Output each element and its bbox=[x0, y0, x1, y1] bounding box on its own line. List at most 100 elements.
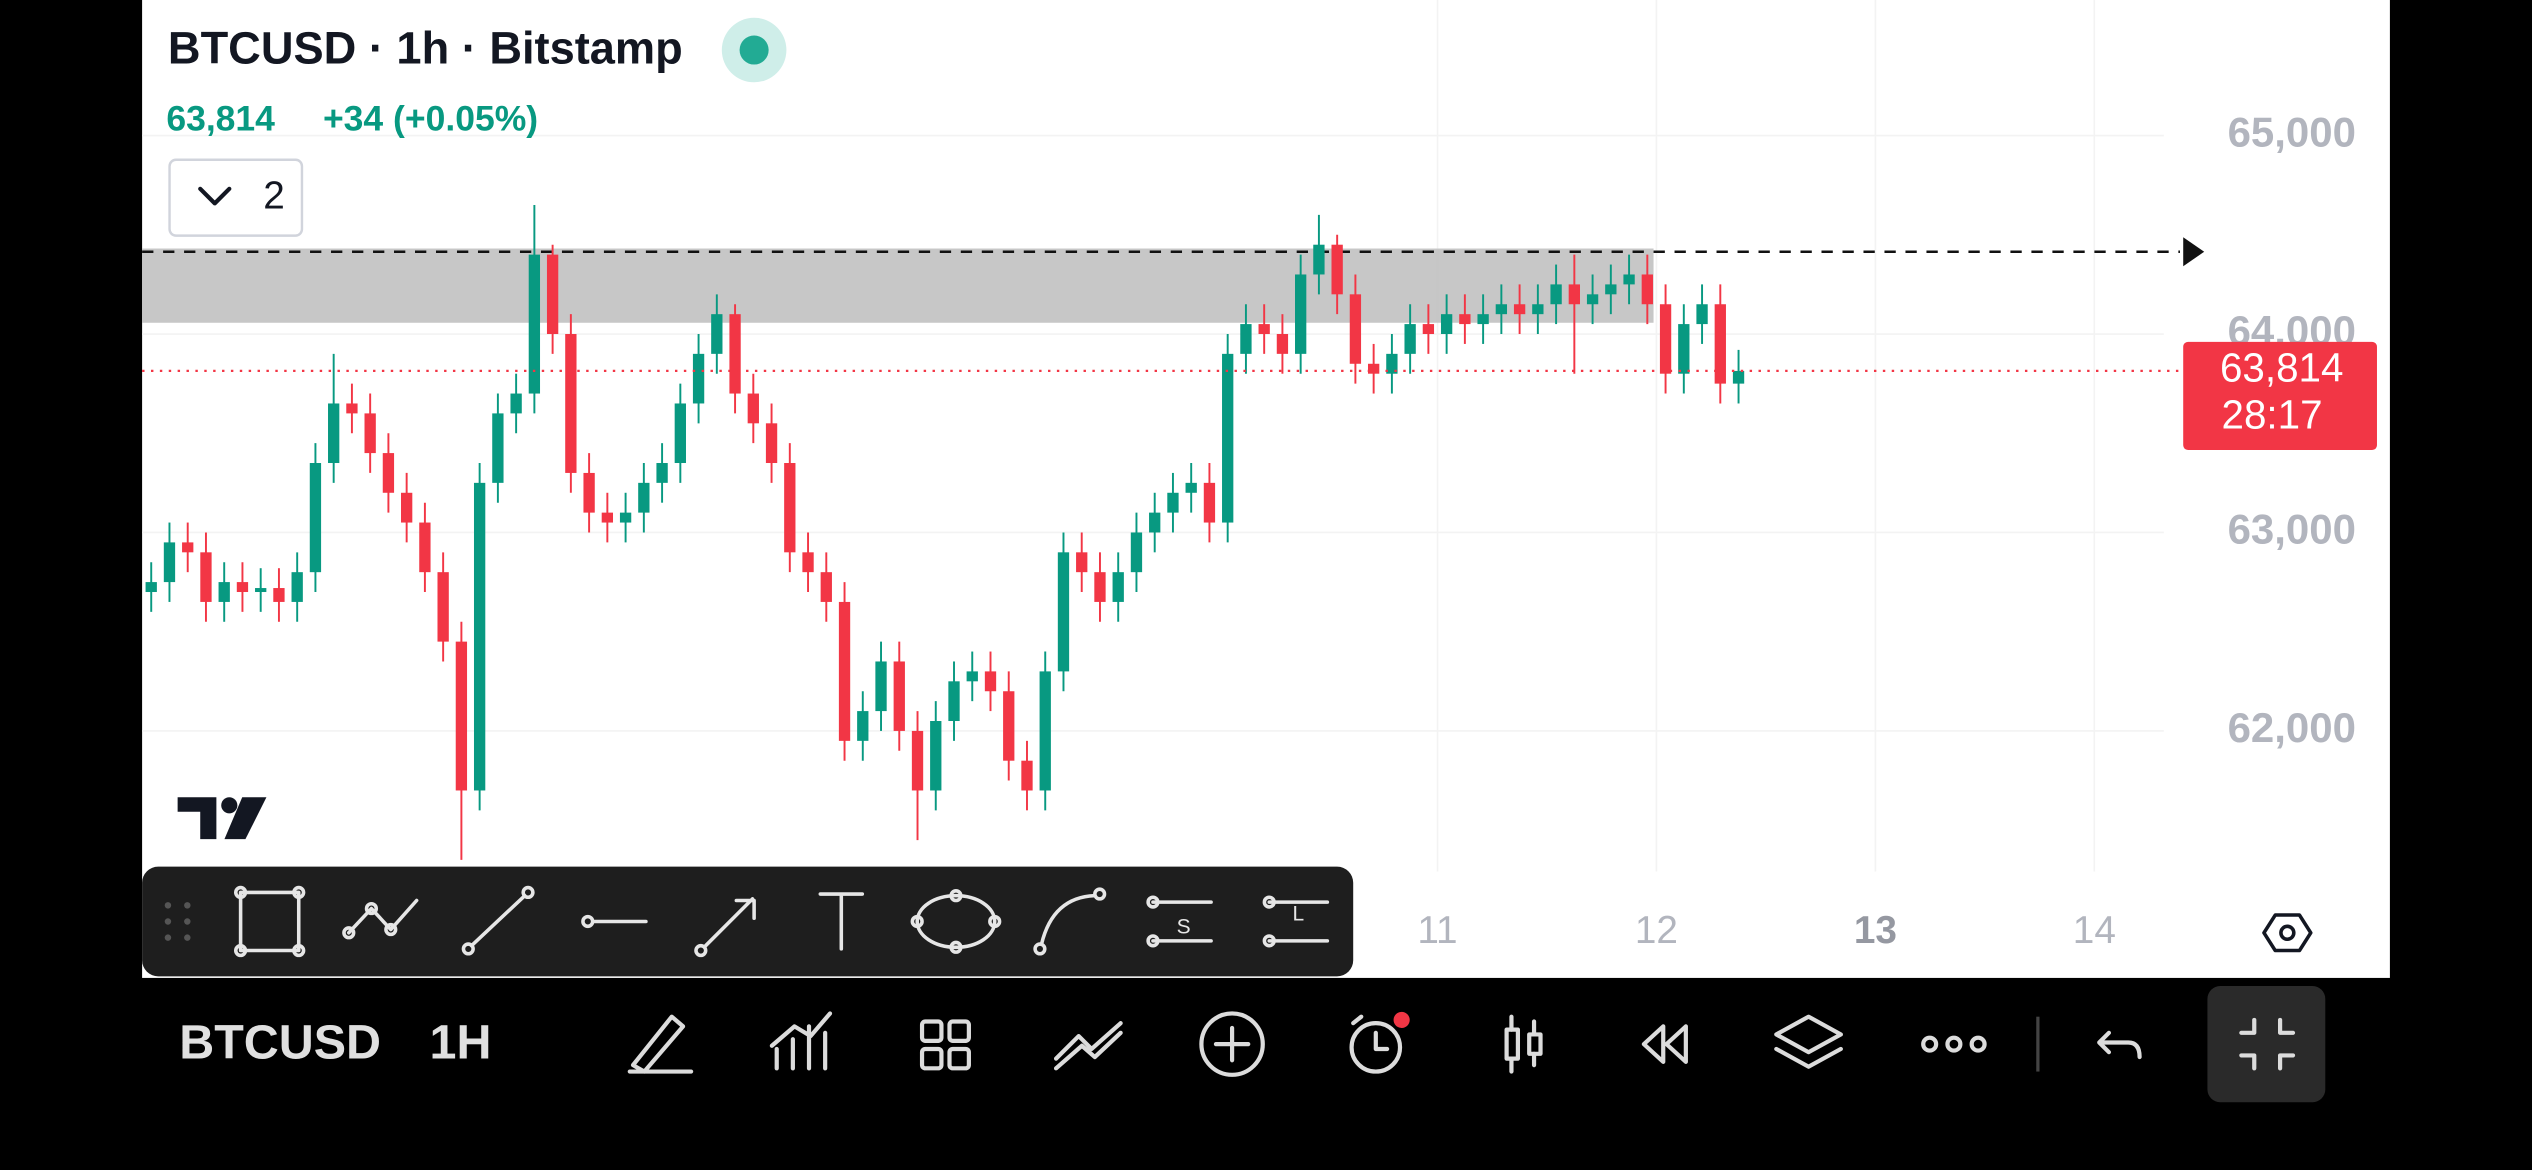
fullscreen-button[interactable] bbox=[2207, 986, 2326, 1103]
candle-body bbox=[492, 413, 504, 483]
path-tool[interactable] bbox=[342, 898, 419, 940]
candle-body bbox=[1039, 671, 1051, 791]
undo-icon[interactable] bbox=[2097, 1030, 2142, 1060]
candle-body bbox=[400, 492, 413, 523]
draw-icon[interactable] bbox=[627, 1014, 694, 1074]
chart-pane bbox=[142, 0, 2390, 978]
horizontal-line-tool[interactable] bbox=[581, 914, 648, 929]
candle-body bbox=[455, 641, 468, 791]
curve-tool[interactable] bbox=[1033, 887, 1107, 956]
candle-body bbox=[1459, 314, 1471, 325]
candles bbox=[145, 205, 1745, 860]
ray-arrow bbox=[2183, 237, 2205, 267]
candle-body bbox=[1550, 284, 1562, 305]
candle-body bbox=[437, 572, 449, 642]
candle-body bbox=[419, 522, 431, 573]
candle-body bbox=[328, 403, 340, 464]
candle-body bbox=[711, 314, 723, 354]
candle-body bbox=[382, 453, 395, 493]
logo bbox=[177, 797, 267, 840]
candle-body bbox=[1714, 304, 1726, 384]
candle-body bbox=[966, 671, 978, 682]
y-tick-label: 62,000 bbox=[2228, 704, 2356, 751]
replay-icon[interactable] bbox=[1641, 1024, 1688, 1064]
candle-body bbox=[1678, 324, 1690, 374]
rectangle-tool[interactable] bbox=[233, 885, 306, 958]
candle-body bbox=[364, 413, 376, 454]
candle-body bbox=[1386, 353, 1398, 374]
alert-icon[interactable] bbox=[1349, 1014, 1403, 1074]
candle-body bbox=[1112, 572, 1124, 602]
chart-type-icon[interactable] bbox=[1504, 1014, 1543, 1074]
candle-body bbox=[1605, 284, 1617, 295]
layout-icon[interactable] bbox=[919, 1019, 971, 1071]
x-tick-label: 12 bbox=[1635, 909, 1678, 952]
ellipse-tool[interactable] bbox=[910, 889, 1002, 954]
candle-body bbox=[273, 588, 285, 602]
candle-body bbox=[1185, 482, 1197, 493]
alert-badge bbox=[1393, 1011, 1410, 1028]
candle-body bbox=[1349, 294, 1362, 364]
long-position-tool[interactable] bbox=[1262, 895, 1330, 948]
candle-body bbox=[875, 661, 887, 712]
candle-body bbox=[145, 582, 157, 593]
candle-body bbox=[1240, 324, 1252, 354]
indicators-toggle[interactable] bbox=[168, 158, 304, 237]
candle-body bbox=[857, 711, 869, 741]
compare-icon[interactable] bbox=[1053, 1021, 1123, 1071]
candle-body bbox=[528, 254, 541, 394]
candle-body bbox=[1130, 532, 1143, 573]
arrow-tool[interactable] bbox=[694, 897, 756, 958]
candle-body bbox=[1149, 512, 1161, 533]
text-tool[interactable] bbox=[818, 892, 865, 951]
candle-body bbox=[930, 721, 942, 791]
zone-rectangle[interactable] bbox=[142, 248, 1654, 323]
candle-body bbox=[948, 681, 960, 722]
exit-fullscreen-icon bbox=[2239, 1017, 2296, 1071]
short-position-tool[interactable] bbox=[1146, 895, 1213, 948]
candle-body bbox=[1222, 353, 1234, 523]
layers-icon[interactable] bbox=[1774, 1014, 1843, 1069]
candle-body bbox=[1313, 244, 1325, 275]
toolbar-symbol[interactable]: BTCUSD bbox=[179, 1016, 381, 1070]
toolbar-interval[interactable]: 1H bbox=[430, 1016, 492, 1070]
candle-body bbox=[601, 512, 614, 523]
x-tick-label: 14 bbox=[2073, 909, 2116, 952]
candle-body bbox=[1495, 304, 1508, 315]
candle-body bbox=[729, 314, 741, 394]
candle-body bbox=[1532, 304, 1544, 315]
candle-body bbox=[1076, 552, 1088, 573]
more-icon[interactable] bbox=[1921, 1035, 1987, 1053]
candle-body bbox=[1477, 314, 1489, 325]
candle-body bbox=[1367, 363, 1380, 374]
y-tick-label: 65,000 bbox=[2228, 109, 2356, 156]
candle-body bbox=[309, 463, 322, 573]
candle-body bbox=[1203, 482, 1216, 523]
candle-body bbox=[1167, 492, 1179, 513]
candle-body bbox=[784, 463, 796, 553]
candle-body bbox=[291, 572, 303, 602]
candle-body bbox=[473, 482, 486, 791]
candle-body bbox=[692, 353, 705, 404]
add-icon[interactable] bbox=[1199, 1011, 1265, 1077]
candle-body bbox=[1422, 324, 1435, 335]
candle-body bbox=[1021, 760, 1033, 791]
x-tick-label: 11 bbox=[1417, 909, 1457, 952]
candle-body bbox=[510, 393, 522, 414]
trendline-tool[interactable] bbox=[461, 885, 535, 956]
bottom-icons bbox=[627, 986, 2326, 1103]
market-status-dot bbox=[739, 35, 769, 65]
candle-body bbox=[1440, 314, 1453, 335]
candle-body bbox=[565, 334, 577, 473]
candle-body bbox=[802, 552, 814, 573]
drawing-tools: S L bbox=[164, 885, 1330, 958]
indicators-icon[interactable] bbox=[769, 1011, 833, 1071]
settings-icon[interactable] bbox=[2262, 913, 2313, 953]
candle-body bbox=[765, 423, 778, 464]
candle-body bbox=[200, 552, 212, 602]
candle-body bbox=[546, 254, 559, 335]
y-tick-label: 63,000 bbox=[2228, 506, 2356, 553]
candle-body bbox=[1513, 304, 1526, 315]
